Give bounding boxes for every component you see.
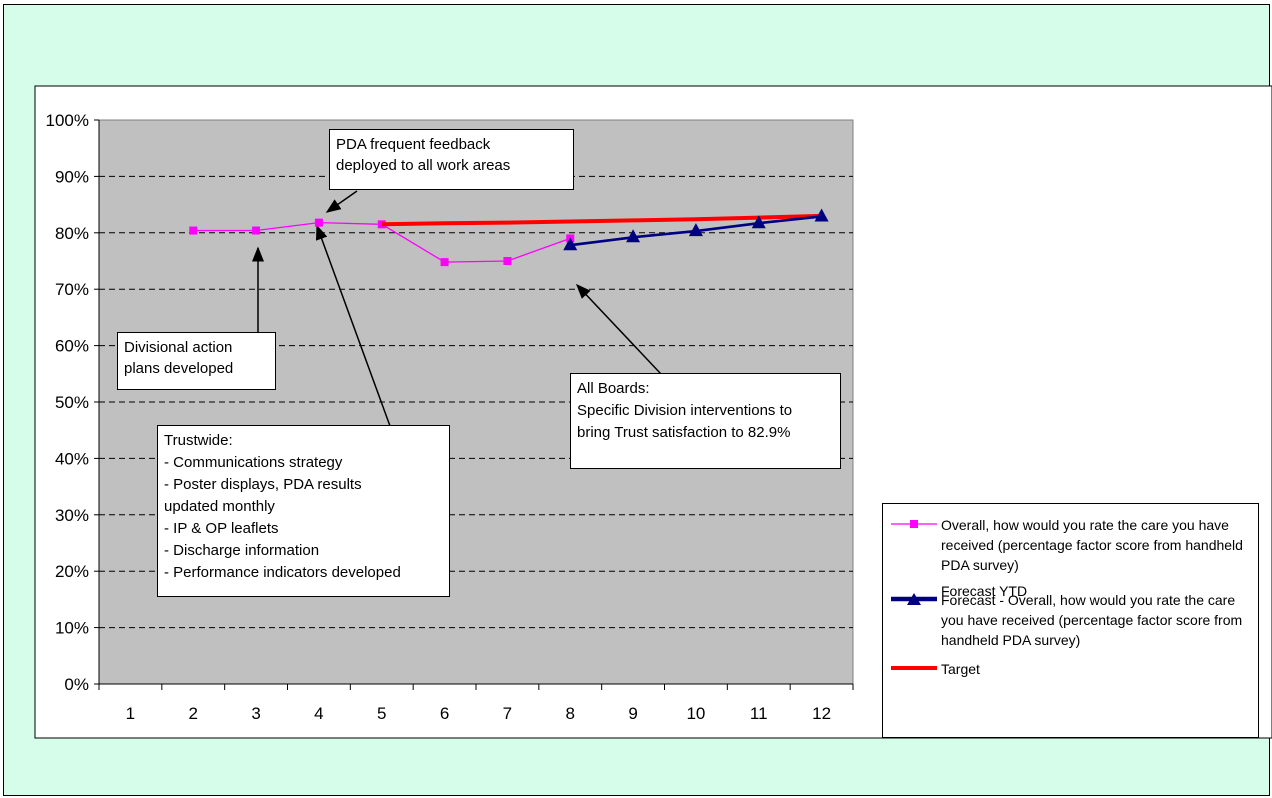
y-tick-label: 50% [55, 393, 89, 412]
annotation-line: deployed to all work areas [336, 157, 511, 174]
y-tick-label: 90% [55, 167, 89, 186]
annotation-all-boards: All Boards: Specific Division interventi… [570, 373, 841, 469]
x-tick-label: 2 [189, 704, 198, 723]
y-tick-label: 30% [55, 506, 89, 525]
x-tick-label: 1 [126, 704, 135, 723]
data-point-overall [314, 218, 323, 227]
x-tick-label: 10 [686, 704, 705, 723]
annotation-line: Specific Division interventions to [577, 402, 793, 419]
data-point-overall [503, 257, 512, 265]
y-tick-label: 80% [55, 224, 89, 243]
annotation-line: - IP & OP leaflets [164, 520, 279, 537]
annotation-arrow [325, 190, 358, 213]
annotation-line: - Discharge information [164, 542, 320, 559]
annotation-arrow [575, 283, 662, 375]
annotation-line: - Performance indicators developed [164, 564, 401, 581]
annotation-pda-feedback: PDA frequent feedback deployed to all wo… [329, 129, 574, 190]
y-tick-label: 100% [46, 111, 89, 130]
annotation-line: - Communications strategy [164, 454, 343, 471]
legend-key-overall [891, 520, 937, 528]
legend-label-forecast-ytd: Forecast YTD [941, 583, 1028, 599]
legend-label-overall: Overall, how would you rate the care you… [941, 517, 1243, 573]
legend-key-forecast-ytd [891, 596, 937, 600]
chart-legend: Overall, how would you rate the care you… [882, 503, 1259, 738]
y-tick-label: 40% [55, 449, 89, 468]
y-tick-label: 60% [55, 337, 89, 356]
legend-label-target: Target [941, 661, 980, 677]
y-tick-label: 70% [55, 280, 89, 299]
annotation-line: plans developed [124, 360, 234, 377]
annotation-line: - Poster displays, PDA results [164, 476, 362, 493]
x-tick-label: 4 [314, 704, 323, 723]
data-point-forecast [688, 223, 703, 237]
annotation-line: bring Trust satisfaction to 82.9% [577, 424, 791, 441]
x-tick-label: 9 [628, 704, 637, 723]
annotation-trustwide: Trustwide: - Communications strategy - P… [157, 425, 450, 597]
annotation-line: All Boards: [577, 380, 650, 397]
y-tick-label: 20% [55, 562, 89, 581]
y-tick-label: 10% [55, 619, 89, 638]
annotation-arrow [315, 224, 391, 427]
data-point-forecast [814, 208, 829, 222]
x-tick-label: 11 [750, 704, 768, 723]
x-tick-label: 3 [251, 704, 260, 723]
data-point-overall [377, 220, 386, 229]
series-line-3 [381, 213, 822, 227]
data-point-forecast [751, 215, 766, 229]
x-tick-label: 7 [503, 704, 512, 723]
legend-key-target [891, 666, 937, 670]
data-point-forecast [626, 229, 641, 243]
annotation-line: Divisional action [124, 339, 233, 356]
data-point-overall [252, 226, 261, 235]
x-tick-label: 8 [566, 704, 575, 723]
legend-label-forecast: Forecast - Overall, how would you rate t… [941, 592, 1243, 648]
x-tick-label: 6 [440, 704, 449, 723]
x-tick-label: 5 [377, 704, 386, 723]
y-tick-label: 0% [64, 675, 89, 694]
data-point-forecast [563, 237, 578, 251]
annotation-line: PDA frequent feedback [336, 136, 491, 153]
data-point-overall [440, 258, 449, 267]
annotation-line: updated monthly [164, 498, 275, 515]
annotation-line: Trustwide: [164, 432, 233, 449]
data-point-overall [189, 226, 198, 235]
x-tick-label: 12 [812, 704, 831, 723]
annotation-divisional-plans: Divisional action plans developed [117, 332, 276, 390]
